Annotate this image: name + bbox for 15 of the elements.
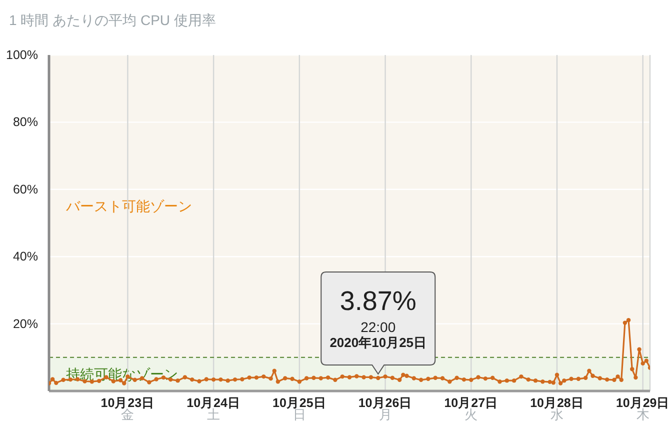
x-tick-label: 10月25日日 — [272, 396, 326, 422]
x-tick-label: 10月28日水 — [530, 396, 584, 422]
y-tick-label: 40% — [12, 250, 38, 264]
x-tick-label: 10月26日月 — [358, 396, 412, 422]
x-tick-label: 10月27日火 — [444, 396, 498, 422]
y-tick-label: 60% — [12, 182, 38, 196]
band-label: バースト可能ゾーン — [65, 198, 192, 214]
x-tick-label: 10月24日土 — [186, 396, 240, 422]
y-tick-label: 20% — [12, 316, 38, 331]
x-tick-label: 10月29日木 — [616, 396, 670, 422]
y-tick-label: 80% — [12, 115, 38, 130]
annotation: 3.87% 22:00 2020年10月25日 — [330, 286, 427, 350]
x-tick-label: 10月23日金 — [100, 396, 155, 422]
chart-title: 1 時間 あたりの平均 CPU 使用率 — [9, 11, 216, 29]
y-tick-label: 100% — [6, 48, 38, 62]
